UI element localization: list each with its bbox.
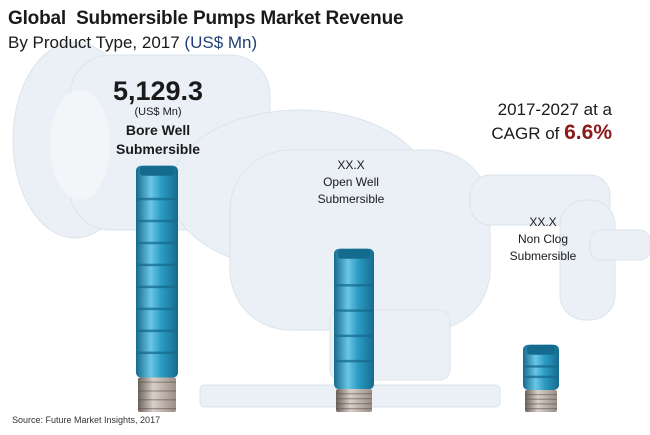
pump-body-0 [136, 165, 178, 378]
pump-body-1 [334, 248, 374, 390]
pump-motor-rib-2 [525, 398, 557, 400]
pump-stage-ring-0 [137, 285, 177, 289]
cagr-period: 2017-2027 at a [497, 100, 612, 119]
pump-cap-0 [140, 165, 174, 176]
pump-motor-rib-2 [525, 408, 557, 410]
category-label-0-line-2: Submersible [115, 141, 201, 157]
cagr-line: CAGR of 6.6% [491, 121, 612, 145]
category-label-1-line-1: Open Well [323, 175, 379, 189]
pump-stage-ring-0 [137, 351, 177, 355]
pump-motor-rib-0 [138, 399, 176, 401]
pump-stage-ring-0 [137, 329, 177, 333]
pump-motor-rib-2 [525, 394, 557, 396]
pump-stage-ring-2 [524, 365, 558, 368]
category-label-2-line-2: Submersible [509, 249, 577, 263]
category-label-0: Bore Well Submersible [88, 121, 228, 159]
pump-cap-1 [338, 248, 370, 259]
pump-stage-ring-0 [137, 263, 177, 267]
pump-bar-1 [334, 248, 374, 412]
pump-motor-rib-1 [336, 393, 372, 395]
data-label-unit-0: (US$ Mn) [134, 106, 182, 118]
category-label-1: XX.X Open Well Submersible [296, 157, 406, 208]
cagr-annotation: 2017-2027 at a CAGR of 6.6% [491, 98, 612, 145]
chart-title: Global Submersible Pumps Market Revenue [8, 8, 404, 29]
pump-motor-rib-1 [336, 403, 372, 405]
data-label-value-2: XX.X [529, 215, 557, 229]
pump-motor-0 [138, 377, 176, 412]
pump-motor-1 [336, 389, 372, 412]
category-label-0-line-1: Bore Well [125, 122, 191, 138]
pump-motor-rib-2 [525, 403, 557, 405]
pump-motor-2 [525, 390, 557, 412]
pump-motor-rib-1 [336, 398, 372, 400]
category-label-2: XX.X Non Clog Submersible [488, 214, 598, 265]
subtitle-unit: (US$ Mn) [184, 33, 258, 52]
category-label-2-line-1: Non Clog [517, 232, 569, 246]
pump-motor-rib-0 [138, 408, 176, 410]
cagr-value: 6.6% [564, 121, 612, 144]
pump-bar-2 [523, 344, 559, 412]
data-label-value-1: XX.X [337, 158, 365, 172]
pump-stage-ring-1 [335, 284, 373, 287]
pump-stage-ring-1 [335, 334, 373, 338]
source-note: Source: Future Market Insights, 2017 [12, 415, 161, 425]
pump-motor-rib-1 [336, 408, 372, 410]
pump-motor-rib-0 [138, 390, 176, 392]
pump-stage-ring-2 [524, 375, 558, 379]
pump-stage-ring-1 [335, 309, 373, 312]
pump-stage-ring-1 [335, 359, 373, 363]
cagr-prefix: CAGR of [491, 124, 560, 143]
pump-bar-0 [136, 165, 178, 412]
pump-stage-ring-0 [137, 241, 177, 245]
subtitle-text: By Product Type, 2017 [8, 33, 180, 52]
pump-cap-2 [527, 344, 555, 355]
data-label-value-0: 5,129.3 [112, 76, 204, 106]
chart-subtitle: By Product Type, 2017 (US$ Mn) [8, 33, 257, 53]
pump-stage-ring-0 [137, 197, 177, 201]
pump-stage-ring-0 [137, 219, 177, 223]
category-label-1-line-2: Submersible [317, 192, 385, 206]
pump-stage-ring-0 [137, 307, 177, 311]
pump-motor-rib-0 [138, 381, 176, 383]
